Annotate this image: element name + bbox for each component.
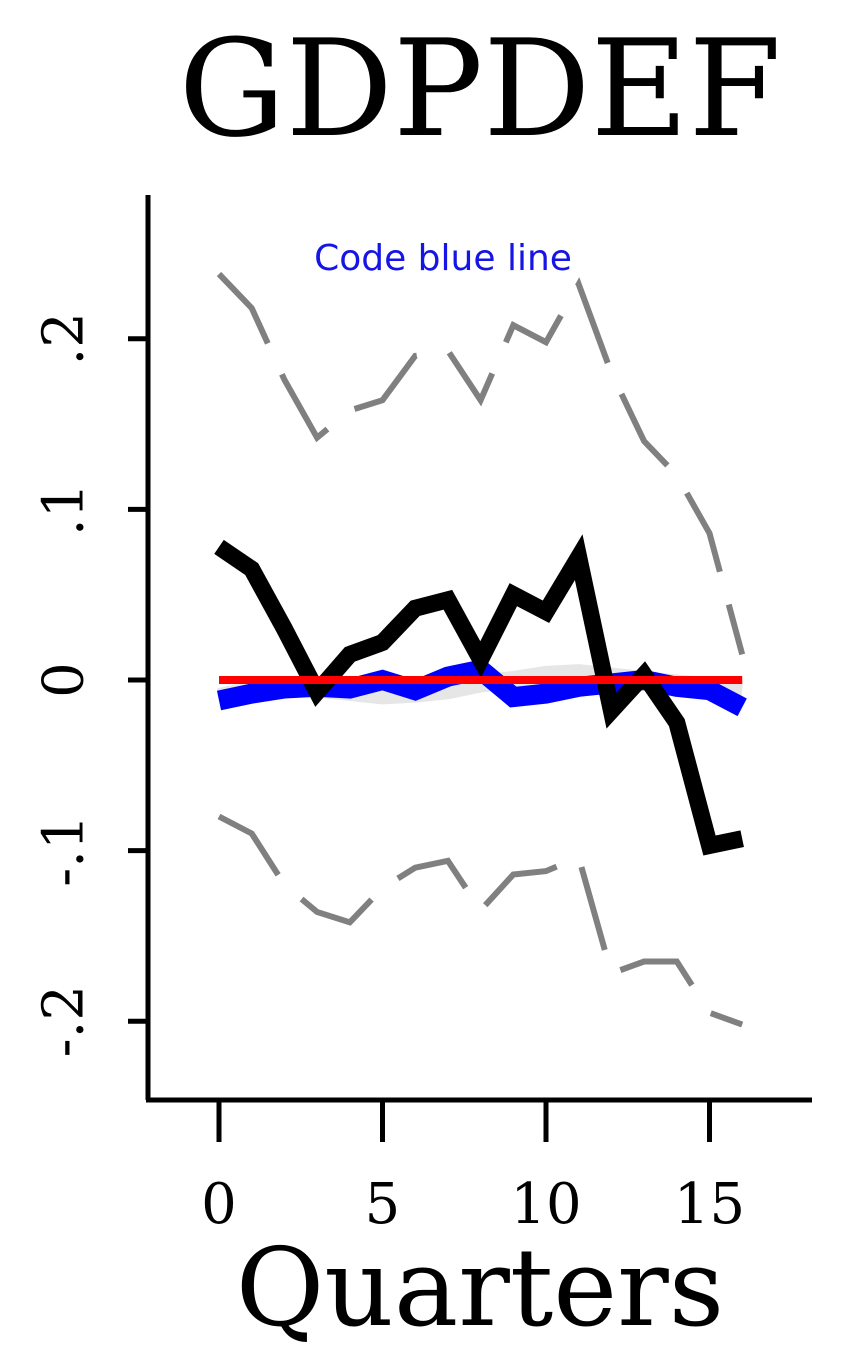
x-tick-label: 0 (201, 1172, 237, 1237)
x-tick-label: 5 (365, 1172, 401, 1237)
chart-title: GDPDEF (179, 11, 782, 167)
axes: .2 .1 0 -.1 -.2 0 5 10 15 (32, 195, 812, 1237)
series-upper-band (216, 271, 746, 656)
series-lower-band (217, 813, 744, 1028)
chart-annotation: Code blue line (314, 238, 572, 279)
x-tick-label: 10 (510, 1172, 581, 1237)
y-tick-label: .1 (32, 483, 97, 536)
y-tick-label: -.1 (32, 814, 97, 886)
plot-area (214, 271, 747, 1028)
series-black-line (214, 534, 744, 856)
x-axis-label: Quarters (236, 1226, 724, 1346)
y-tick-label: .2 (32, 312, 97, 365)
y-tick-label: -.2 (32, 985, 97, 1057)
y-tick-label: 0 (32, 662, 97, 698)
x-tick-label: 15 (674, 1172, 745, 1237)
